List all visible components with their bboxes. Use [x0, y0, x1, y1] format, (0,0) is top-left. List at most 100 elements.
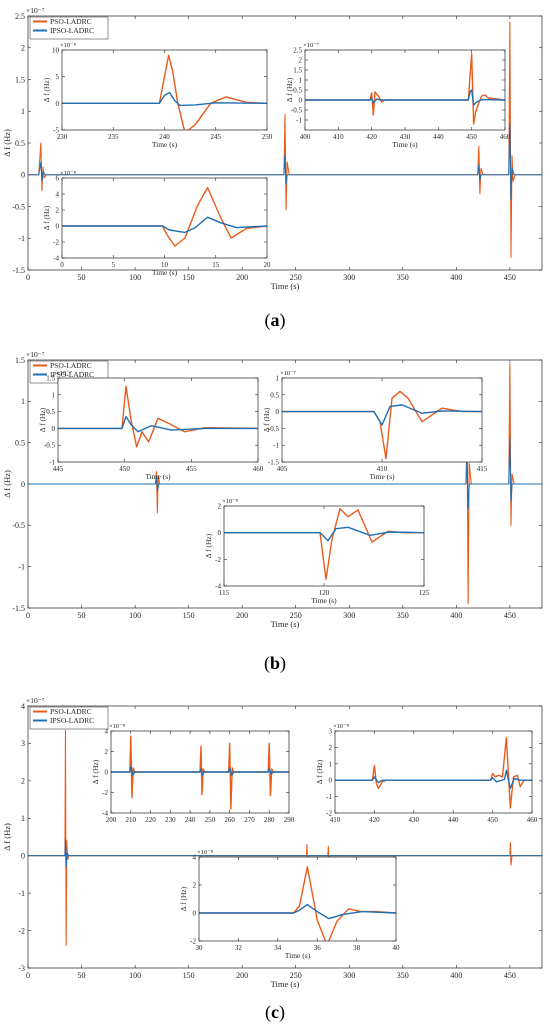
x-tick-label: 150 — [183, 611, 195, 620]
y-tick-label: -2 — [215, 556, 221, 564]
y-tick-label: -1 — [18, 562, 25, 571]
x-tick-label: 240 — [159, 133, 170, 141]
x-tick-label: 410 — [330, 816, 341, 824]
x-tick-label: 400 — [450, 273, 462, 282]
y-exponent: ×10⁻⁷ — [26, 696, 45, 705]
plot-area — [62, 50, 267, 130]
series-group — [28, 21, 542, 258]
y-tick-label: 2.5 — [15, 12, 25, 21]
caption-a-close: ) — [280, 310, 286, 331]
plot-area — [62, 178, 267, 258]
y-axis-label: Δ f (Hz) — [42, 205, 51, 230]
x-axis-label: Time (s) — [271, 979, 300, 989]
y-tick-label: 0.5 — [293, 86, 302, 94]
x-tick-label: 250 — [290, 273, 302, 282]
x-tick-label: 350 — [397, 273, 409, 282]
y-tick-label: 0 — [105, 768, 109, 776]
y-tick-label: 0 — [52, 425, 56, 433]
y-tick-label: 1.5 — [15, 356, 25, 365]
y-exponent: ×10⁻⁸ — [60, 170, 77, 177]
y-axis-label: Δ f (Hz) — [315, 759, 324, 784]
axes-box — [61, 49, 268, 131]
series-line-ipso-ladrc — [28, 123, 542, 201]
series-line-pso-ladrc — [28, 363, 542, 605]
x-tick-label: 120 — [319, 589, 330, 597]
x-tick-label: 200 — [236, 611, 248, 620]
x-tick-label: 34 — [274, 944, 282, 952]
y-tick-label: 1 — [299, 76, 303, 84]
y-exponent: ×10⁻⁷ — [280, 370, 296, 377]
y-axis-label: Δ f (Hz) — [2, 470, 12, 498]
x-tick-label: 350 — [397, 611, 409, 620]
x-tick-label: 200 — [236, 273, 248, 282]
x-tick-label: 0 — [26, 273, 30, 282]
legend-entry: IPSO-LADRC — [50, 716, 94, 725]
y-tick-label: 1.5 — [15, 75, 25, 84]
x-tick-label: 125 — [419, 589, 430, 597]
x-axis-label: Time (s) — [311, 596, 337, 605]
x-tick-label: 290 — [284, 816, 295, 824]
y-exponent: ×10⁻⁸ — [60, 42, 77, 49]
x-tick-label: 245 — [211, 133, 222, 141]
y-axis-label: Δ f (Hz) — [42, 77, 51, 102]
series-line-ipso-ladrc — [224, 526, 424, 542]
legend-entry: IPSO-LADRC — [50, 370, 94, 379]
x-tick-label: 200 — [236, 971, 248, 980]
series-group — [335, 736, 532, 809]
y-tick-label: 2 — [329, 744, 333, 752]
x-tick-label: 440 — [433, 133, 444, 141]
y-tick-label: 2 — [299, 56, 303, 64]
axes-box — [57, 377, 259, 463]
y-tick-label: 1 — [21, 397, 25, 406]
chart-c-inset3: 30 32 34 36 38 40 -2 0 2 4 Time (s) Δ f (Hz) ×10⁻⁸ — [179, 849, 400, 960]
y-tick-label: 4 — [56, 190, 60, 198]
chart-b-inset2: 405 410 415 -1.5 -1 -0.5 0 0.5 1 Time (s) Δ f (Hz)… — [262, 370, 488, 481]
y-tick-label: -1 — [326, 793, 332, 801]
series-line-ipso-ladrc — [62, 91, 267, 107]
y-tick-label: 6 — [56, 174, 60, 182]
series-line-ipso-ladrc — [28, 437, 542, 510]
y-exponent: ×10⁻⁷ — [303, 42, 319, 49]
y-tick-label: 0 — [299, 96, 303, 104]
caption-c-close: ) — [279, 1002, 285, 1023]
y-axis-label: Δ f (Hz) — [2, 823, 12, 851]
x-tick-label: 410 — [333, 133, 344, 141]
x-tick-label: 415 — [477, 465, 488, 473]
caption-c-open: ( — [265, 1002, 271, 1023]
chart-a-inset1: 230 235 240 245 250 -5 0 5 10 Time (s) Δ f (Hz) ×10… — [42, 42, 273, 149]
y-tick-label: 0.5 — [270, 391, 279, 399]
x-tick-label: 445 — [53, 465, 64, 473]
y-exponent: ×10⁻⁸ — [333, 723, 350, 730]
y-tick-label: 1.5 — [46, 374, 55, 382]
x-tick-label: 450 — [504, 611, 516, 620]
x-tick-label: 280 — [264, 816, 275, 824]
x-tick-label: 460 — [253, 465, 264, 473]
series-line-pso-ladrc — [305, 53, 505, 125]
y-tick-label: 2 — [105, 748, 109, 756]
series-line-ipso-ladrc — [305, 89, 505, 106]
axes-box — [27, 359, 543, 609]
x-axis-label: Time (s) — [152, 268, 178, 277]
series-line-pso-ladrc — [58, 385, 258, 448]
x-tick-label: 230 — [165, 816, 176, 824]
x-tick-label: 250 — [262, 133, 273, 141]
x-tick-label: 10 — [161, 261, 169, 269]
axes-box — [61, 177, 268, 259]
axes-box — [223, 505, 425, 587]
y-tick-label: 0 — [56, 100, 60, 108]
y-tick-label: -1.5 — [12, 604, 25, 613]
caption-b-open: ( — [264, 653, 270, 674]
y-tick-label: -0.5 — [44, 442, 56, 450]
x-tick-label: 440 — [448, 816, 459, 824]
y-tick-label: 0 — [218, 529, 222, 537]
x-tick-label: 450 — [504, 971, 516, 980]
axes-box — [304, 49, 506, 131]
y-axis-label: Δ f (Hz) — [2, 129, 12, 157]
series-line-ipso-ladrc — [282, 404, 482, 426]
x-tick-label: 260 — [224, 816, 235, 824]
legend-entry: PSO-LADRC — [50, 361, 92, 370]
x-tick-label: 410 — [377, 465, 388, 473]
x-tick-label: 0 — [26, 611, 30, 620]
